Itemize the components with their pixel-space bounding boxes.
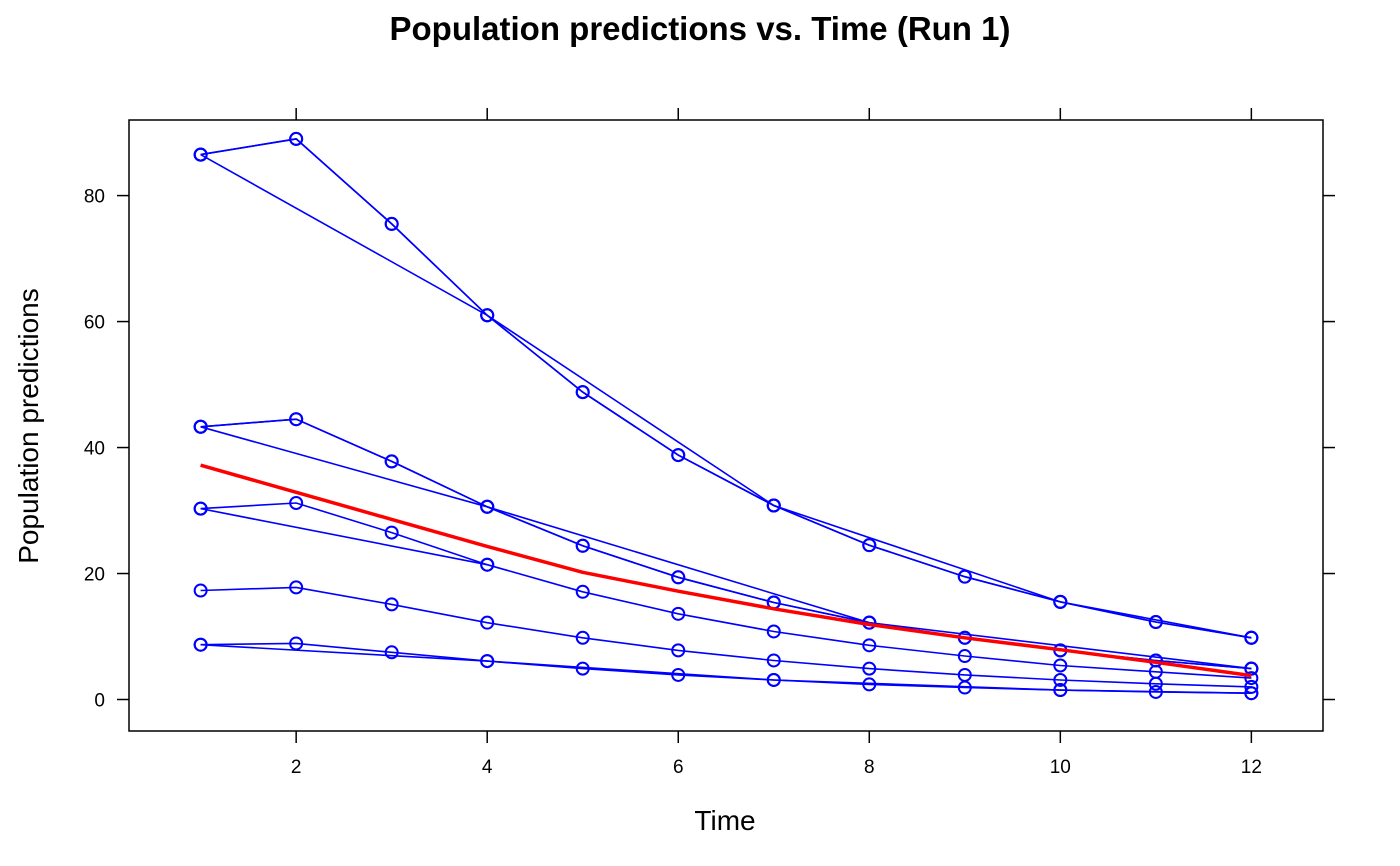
y-tick-label: 60 <box>84 313 105 334</box>
series-line <box>200 507 488 566</box>
data-point <box>862 538 877 553</box>
x-tick-label: 8 <box>864 757 875 778</box>
data-point <box>671 570 686 585</box>
data-point <box>1148 615 1163 630</box>
data-point <box>575 584 590 599</box>
data-point <box>575 538 590 553</box>
x-tick-label: 12 <box>1241 757 1262 778</box>
series-line <box>200 138 1252 639</box>
trend-group <box>200 463 1252 678</box>
data-point <box>480 499 495 514</box>
data-point <box>289 580 304 595</box>
data-point <box>766 653 781 668</box>
data-point <box>1053 672 1068 687</box>
data-point <box>1244 671 1259 686</box>
y-tick-label: 80 <box>84 187 105 208</box>
chart-title: Population predictions vs. Time (Run 1) <box>389 10 1011 47</box>
data-point <box>289 131 304 146</box>
data-point <box>289 495 304 510</box>
data-point <box>480 557 495 572</box>
data-point <box>193 583 208 598</box>
y-tick-label: 40 <box>84 439 105 460</box>
data-point <box>766 672 781 687</box>
x-tick-label: 2 <box>291 757 302 778</box>
series-line <box>200 502 1252 679</box>
series-line <box>200 418 1252 670</box>
data-point <box>384 645 399 660</box>
data-point <box>1244 630 1259 645</box>
data-point <box>1148 676 1163 691</box>
x-tick-label: 10 <box>1050 757 1071 778</box>
data-point <box>862 677 877 692</box>
data-point <box>671 448 686 463</box>
data-point <box>384 597 399 612</box>
x-tick-label: 6 <box>673 757 684 778</box>
series-line <box>200 643 1252 694</box>
data-point <box>193 147 208 162</box>
y-tick-label: 0 <box>94 691 105 712</box>
plot-frame <box>128 119 1324 732</box>
data-point <box>1244 686 1259 701</box>
data-point <box>384 454 399 469</box>
data-point <box>862 638 877 653</box>
axes: 2 4 6 8 10 12 0 20 40 60 80 <box>84 108 1335 778</box>
series-line <box>200 138 1252 639</box>
data-point <box>193 501 208 516</box>
trend-line <box>200 463 1252 678</box>
data-point <box>384 525 399 540</box>
data-point <box>862 661 877 676</box>
data-point <box>575 661 590 676</box>
data-point <box>289 412 304 427</box>
data-point <box>671 643 686 658</box>
data-point <box>575 385 590 400</box>
data-point <box>480 308 495 323</box>
data-point <box>1053 658 1068 673</box>
series-line <box>200 153 1252 639</box>
series-group <box>193 131 1259 701</box>
data-point <box>1053 594 1068 609</box>
data-point <box>480 654 495 669</box>
data-point <box>671 667 686 682</box>
series-line <box>200 586 1252 688</box>
data-point <box>766 624 781 639</box>
y-axis-label: Population predictions <box>13 288 44 564</box>
data-point <box>575 630 590 645</box>
x-tick-label: 4 <box>482 757 493 778</box>
x-axis-label: Time <box>694 805 756 836</box>
data-point <box>1053 683 1068 698</box>
series-line <box>200 426 1252 670</box>
data-point <box>193 637 208 652</box>
data-point <box>766 498 781 513</box>
data-point <box>671 606 686 621</box>
series-line <box>200 418 1252 670</box>
data-point <box>957 649 972 664</box>
data-point <box>384 216 399 231</box>
data-point <box>957 569 972 584</box>
y-tick-label: 20 <box>84 565 105 586</box>
data-point <box>480 615 495 630</box>
data-point <box>193 419 208 434</box>
